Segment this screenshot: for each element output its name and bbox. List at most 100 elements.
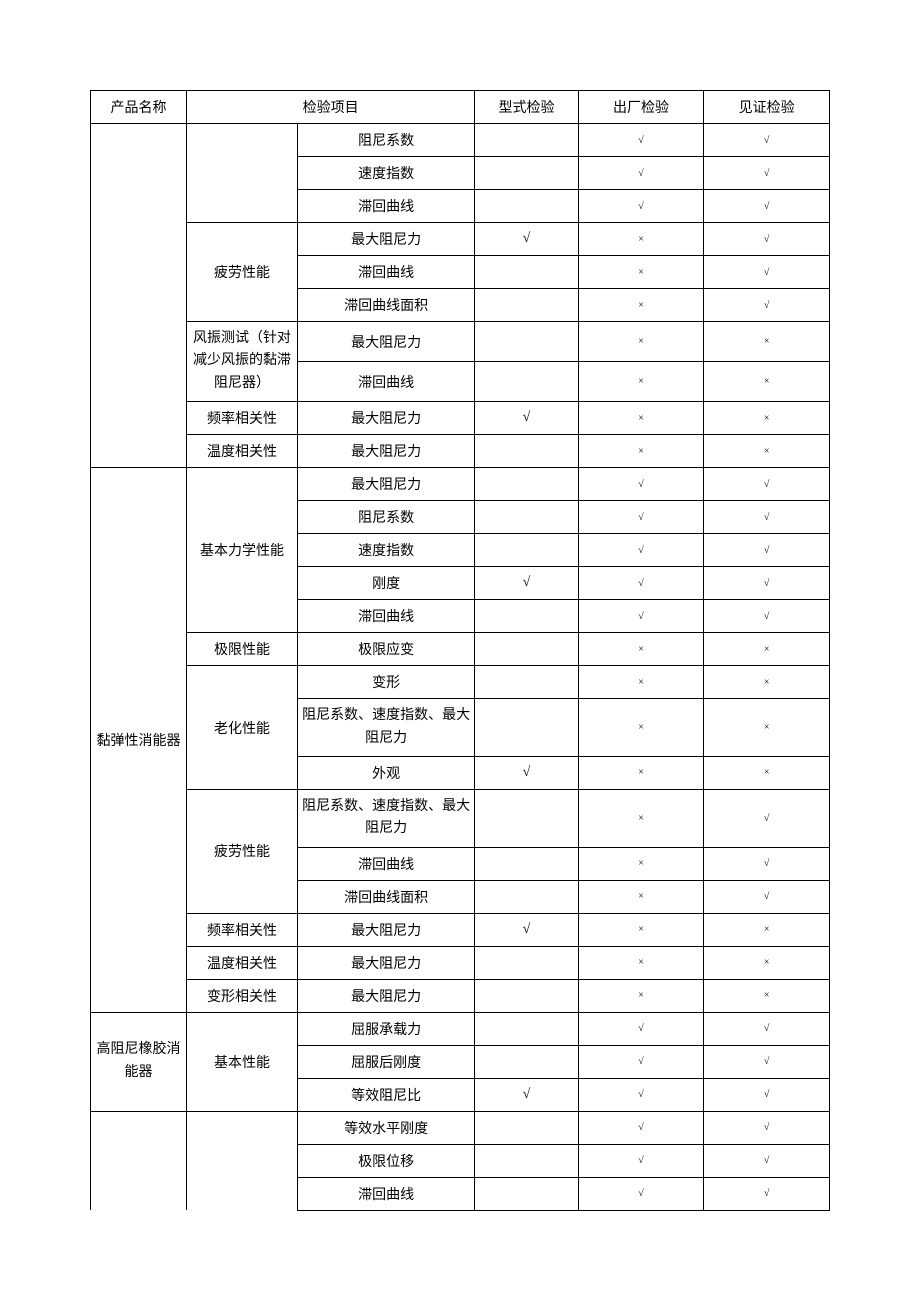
table-cell: 阻尼系数	[297, 124, 474, 157]
table-cell: 最大阻尼力	[297, 468, 474, 501]
table-cell: 最大阻尼力	[297, 946, 474, 979]
table-cell: ×	[704, 756, 830, 789]
table-cell: 滞回曲线	[297, 362, 474, 402]
table-row: 产品名称检验项目型式检验出厂检验见证检验	[91, 91, 830, 124]
table-row: 疲劳性能最大阻尼力√×√	[91, 223, 830, 256]
table-cell: ×	[578, 435, 704, 468]
table-cell	[475, 979, 578, 1012]
table-cell: ×	[578, 322, 704, 362]
table-cell: 滞回曲线面积	[297, 880, 474, 913]
table-cell: √	[578, 1078, 704, 1111]
table-cell: √	[704, 124, 830, 157]
table-cell	[475, 699, 578, 757]
table-cell: √	[475, 567, 578, 600]
table-cell: 速度指数	[297, 157, 474, 190]
table-cell	[187, 124, 298, 223]
table-cell: 频率相关性	[187, 402, 298, 435]
table-cell: 最大阻尼力	[297, 913, 474, 946]
table-cell: √	[704, 468, 830, 501]
table-cell	[475, 1177, 578, 1210]
table-cell: √	[704, 789, 830, 847]
table-cell: 频率相关性	[187, 913, 298, 946]
table-cell: 最大阻尼力	[297, 322, 474, 362]
table-cell: √	[475, 1078, 578, 1111]
table-cell	[475, 124, 578, 157]
table-cell	[475, 322, 578, 362]
table-cell: 见证检验	[704, 91, 830, 124]
table-cell: √	[578, 501, 704, 534]
table-cell: ×	[704, 633, 830, 666]
table-cell: 滞回曲线面积	[297, 289, 474, 322]
table-cell: 等效阻尼比	[297, 1078, 474, 1111]
table-cell: √	[704, 1045, 830, 1078]
table-cell: 黏弹性消能器	[91, 468, 187, 1013]
table-cell: √	[475, 756, 578, 789]
table-cell: √	[704, 1111, 830, 1144]
table-cell: 老化性能	[187, 666, 298, 790]
table-cell: ×	[578, 289, 704, 322]
table-cell	[475, 362, 578, 402]
table-cell: 阻尼系数	[297, 501, 474, 534]
table-cell	[475, 666, 578, 699]
table-cell: ×	[704, 979, 830, 1012]
table-cell: ×	[578, 979, 704, 1012]
table-cell	[475, 880, 578, 913]
table-cell: ×	[704, 699, 830, 757]
table-cell: 滞回曲线	[297, 847, 474, 880]
table-cell	[475, 501, 578, 534]
table-cell	[91, 124, 187, 468]
table-cell: 极限应变	[297, 633, 474, 666]
table-cell	[475, 946, 578, 979]
table-cell: 屈服后刚度	[297, 1045, 474, 1078]
table-cell: 速度指数	[297, 534, 474, 567]
table-cell	[475, 1045, 578, 1078]
table-cell: 等效水平刚度	[297, 1111, 474, 1144]
table-cell	[187, 1111, 298, 1210]
table-cell: √	[704, 1177, 830, 1210]
table-cell: 最大阻尼力	[297, 979, 474, 1012]
table-cell: ×	[704, 913, 830, 946]
table-cell: 基本力学性能	[187, 468, 298, 633]
table-cell: 最大阻尼力	[297, 435, 474, 468]
table-row: 等效水平刚度 √√	[91, 1111, 830, 1144]
table-cell: 阻尼系数、速度指数、最大阻尼力	[297, 699, 474, 757]
table-cell	[475, 256, 578, 289]
table-cell: √	[704, 1078, 830, 1111]
table-cell: 疲劳性能	[187, 789, 298, 913]
table-cell	[475, 1012, 578, 1045]
table-cell: 滞回曲线	[297, 600, 474, 633]
table-cell: 型式检验	[475, 91, 578, 124]
table-row: 疲劳性能阻尼系数、速度指数、最大阻尼力 ×√	[91, 789, 830, 847]
table-cell: ×	[704, 666, 830, 699]
table-cell	[475, 289, 578, 322]
table-cell: ×	[578, 847, 704, 880]
table-cell: ×	[704, 322, 830, 362]
table-cell: ×	[704, 362, 830, 402]
table-cell: 阻尼系数、速度指数、最大阻尼力	[297, 789, 474, 847]
table-cell: √	[578, 1012, 704, 1045]
table-cell: 最大阻尼力	[297, 402, 474, 435]
table-cell	[475, 157, 578, 190]
table-row: 风振测试（针对减少风振的黏滞阻尼器）最大阻尼力 ××	[91, 322, 830, 362]
table-cell: 温度相关性	[187, 946, 298, 979]
table-cell	[91, 1111, 187, 1210]
table-cell: ×	[578, 756, 704, 789]
table-cell: ×	[578, 362, 704, 402]
table-cell: √	[578, 1045, 704, 1078]
table-cell: 外观	[297, 756, 474, 789]
table-cell: ×	[578, 633, 704, 666]
table-row: 阻尼系数 √√	[91, 124, 830, 157]
table-cell: √	[578, 1177, 704, 1210]
table-cell: √	[475, 223, 578, 256]
table-cell: √	[704, 157, 830, 190]
table-cell: ×	[578, 699, 704, 757]
table-cell: 高阻尼橡胶消能器	[91, 1012, 187, 1111]
table-cell: √	[704, 880, 830, 913]
table-cell: ×	[578, 913, 704, 946]
table-cell: 产品名称	[91, 91, 187, 124]
table-row: 高阻尼橡胶消能器基本性能屈服承载力 √√	[91, 1012, 830, 1045]
table-cell: √	[704, 534, 830, 567]
table-cell: √	[704, 501, 830, 534]
table-row: 极限性能极限应变 ××	[91, 633, 830, 666]
table-cell: √	[704, 1144, 830, 1177]
